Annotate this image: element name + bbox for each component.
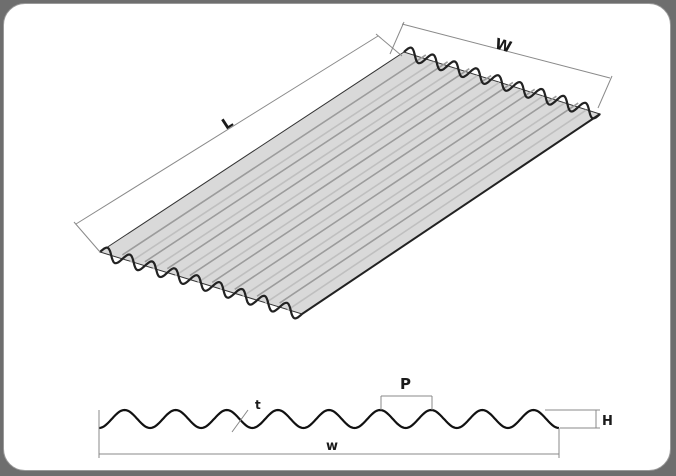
corrugation-valley	[242, 95, 544, 297]
corrugation-ridge	[211, 81, 514, 284]
corrugation-ridge	[144, 61, 449, 263]
corrugation-valley	[264, 102, 565, 304]
figure-frame: L W P t	[3, 3, 671, 471]
corrugation-ridge	[234, 88, 536, 290]
width-label-sheet: W	[493, 35, 514, 57]
width-dimension-profile	[98, 410, 560, 458]
width-dimension	[389, 21, 613, 109]
sheet-front-edge	[99, 246, 303, 320]
sheet-right-side	[301, 113, 601, 315]
corrugation-ridge	[256, 95, 557, 297]
width-label-profile: w	[326, 439, 338, 454]
corrugation-ridge	[279, 102, 579, 304]
corrugation-valley	[152, 68, 457, 270]
corrugation-ridge	[189, 74, 492, 277]
height-label: H	[602, 414, 613, 429]
corrugation-valley	[174, 75, 478, 277]
height-dimension	[545, 409, 600, 429]
sheet-back-edge	[403, 46, 601, 120]
corrugation-valley	[129, 61, 435, 263]
profile-view: P t H w	[98, 375, 613, 458]
corrugation-ridge	[121, 54, 427, 256]
profile-wave	[98, 408, 560, 430]
corrugated-sheet-diagram: L W P t	[73, 21, 613, 458]
corrugation-valley	[197, 81, 500, 284]
length-dimension	[73, 33, 403, 253]
length-label: L	[218, 113, 236, 134]
corrugation-ridges	[121, 54, 587, 311]
sheet-3d-view	[98, 46, 602, 320]
corrugation-valley	[287, 109, 587, 311]
pitch-dimension	[380, 395, 433, 410]
corrugation-valley	[219, 88, 522, 291]
corrugation-ridge	[166, 68, 470, 270]
thickness-label: t	[255, 398, 261, 412]
pitch-label: P	[400, 375, 411, 393]
thickness-leader	[231, 409, 249, 433]
